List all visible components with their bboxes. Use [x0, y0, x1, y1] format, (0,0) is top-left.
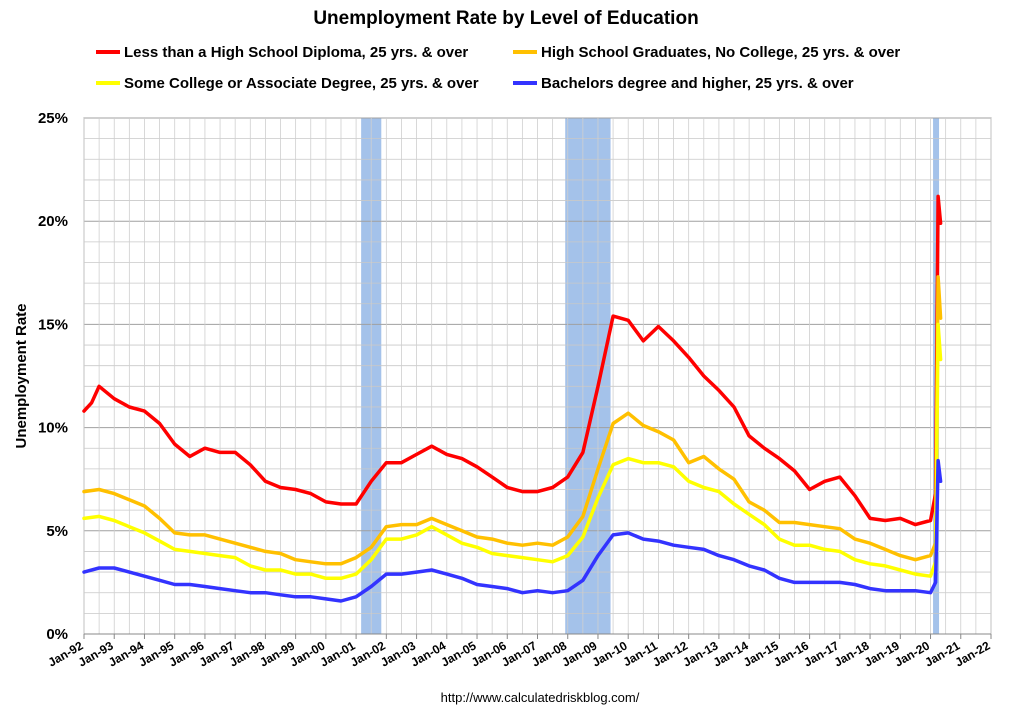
y-axis-label: Unemployment Rate: [13, 303, 30, 448]
series-line-4: [82, 458, 943, 603]
plot-area: [82, 117, 992, 635]
x-tick-label: Jan-22: [953, 638, 993, 669]
y-tick-label: 25%: [38, 110, 68, 127]
source-url: http://www.calculatedriskblog.com/: [441, 690, 640, 705]
series-line-1: [82, 194, 943, 527]
legend-label-4: Bachelors degree and higher, 25 yrs. & o…: [541, 75, 854, 92]
legend-label-2: High School Graduates, No College, 25 yr…: [541, 44, 900, 61]
y-tick-label: 0%: [46, 626, 68, 643]
y-tick-label: 20%: [38, 213, 68, 230]
recession-band-2: [565, 118, 611, 634]
y-axis: 0% 5% 10% 15% 20% 25%: [38, 110, 68, 643]
y-tick-label: 5%: [46, 523, 68, 540]
x-axis: Jan-92Jan-93Jan-94Jan-95Jan-96Jan-97Jan-…: [46, 633, 993, 670]
y-tick-label: 15%: [38, 316, 68, 333]
legend-label-3: Some College or Associate Degree, 25 yrs…: [124, 75, 479, 92]
legend: Less than a High School Diploma, 25 yrs.…: [96, 44, 900, 92]
series-line-3: [82, 322, 943, 581]
legend-label-1: Less than a High School Diploma, 25 yrs.…: [124, 44, 468, 61]
series-line-2: [82, 275, 943, 566]
chart-title: Unemployment Rate by Level of Education: [313, 8, 698, 29]
y-tick-label: 10%: [38, 420, 68, 437]
series-lines: [82, 194, 943, 603]
